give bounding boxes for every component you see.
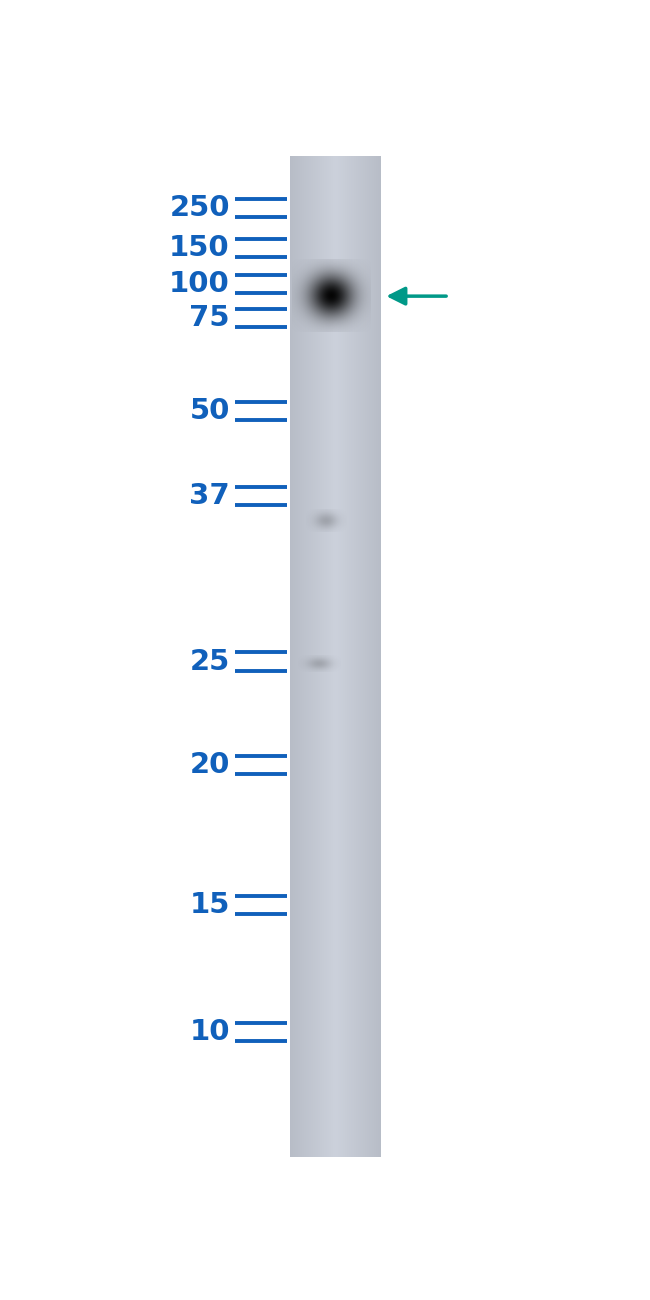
Text: 10: 10 [189,1018,230,1047]
Text: 50: 50 [190,398,230,425]
Text: 15: 15 [190,891,230,919]
Text: 37: 37 [189,482,230,511]
Text: 20: 20 [190,750,230,779]
Text: 150: 150 [169,234,230,263]
Text: 75: 75 [189,304,230,333]
Text: 100: 100 [169,270,230,298]
Text: 25: 25 [190,647,230,676]
Text: 250: 250 [170,194,230,222]
